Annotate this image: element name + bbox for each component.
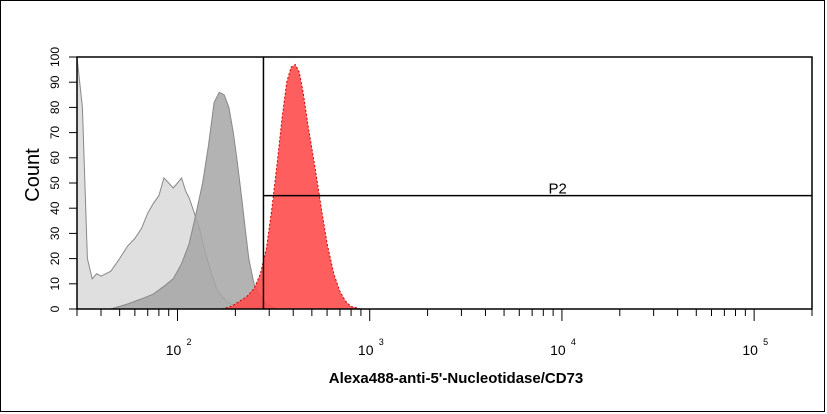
x-tick-label: 10 <box>742 342 758 358</box>
x-tick-exponent: 2 <box>187 337 192 347</box>
x-tick-label: 10 <box>166 342 182 358</box>
labels: Alexa488-anti-5'-Nucleotidase/CD73 Count… <box>22 148 583 387</box>
y-tick-label: 20 <box>48 252 62 266</box>
x-tick-exponent: 5 <box>763 337 768 347</box>
y-tick-label: 10 <box>48 277 62 291</box>
y-tick-label: 40 <box>48 201 62 215</box>
x-axis-title: Alexa488-anti-5'-Nucleotidase/CD73 <box>329 370 584 387</box>
y-tick-label: 90 <box>48 75 62 89</box>
plot-area <box>76 56 362 310</box>
x-tick-exponent: 3 <box>379 337 384 347</box>
x-tick-label: 10 <box>550 342 566 358</box>
y-tick-label: 70 <box>48 126 62 140</box>
y-tick-label: 30 <box>48 226 62 240</box>
x-tick-exponent: 4 <box>571 337 576 347</box>
y-tick-label: 0 <box>48 305 62 312</box>
y-tick-label: 60 <box>48 151 62 165</box>
y-tick-label: 100 <box>48 47 62 67</box>
y-tick-label: 80 <box>48 100 62 114</box>
y-axis-title: Count <box>22 148 44 202</box>
series-area-3 <box>221 63 362 310</box>
gate-label-p2: P2 <box>549 181 567 198</box>
y-tick-label: 50 <box>48 176 62 190</box>
x-tick-label: 10 <box>358 342 374 358</box>
